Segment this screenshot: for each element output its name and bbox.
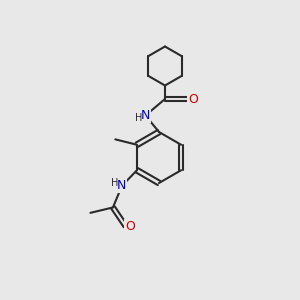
Text: O: O: [188, 92, 198, 106]
Text: H: H: [135, 113, 142, 123]
Text: O: O: [125, 220, 135, 232]
Text: N: N: [141, 109, 150, 122]
Text: N: N: [117, 179, 127, 192]
Text: H: H: [111, 178, 118, 188]
